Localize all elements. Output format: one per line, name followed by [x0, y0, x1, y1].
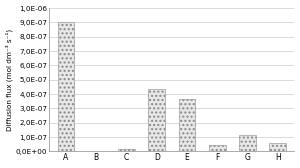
Bar — [209, 145, 226, 151]
Bar — [179, 99, 195, 151]
Bar — [118, 149, 135, 151]
Y-axis label: Diffusion flux (mol dm⁻³ s⁻¹): Diffusion flux (mol dm⁻³ s⁻¹) — [6, 29, 13, 131]
Bar — [148, 89, 165, 151]
Bar — [269, 143, 286, 151]
Bar — [58, 22, 74, 151]
Bar — [239, 135, 256, 151]
